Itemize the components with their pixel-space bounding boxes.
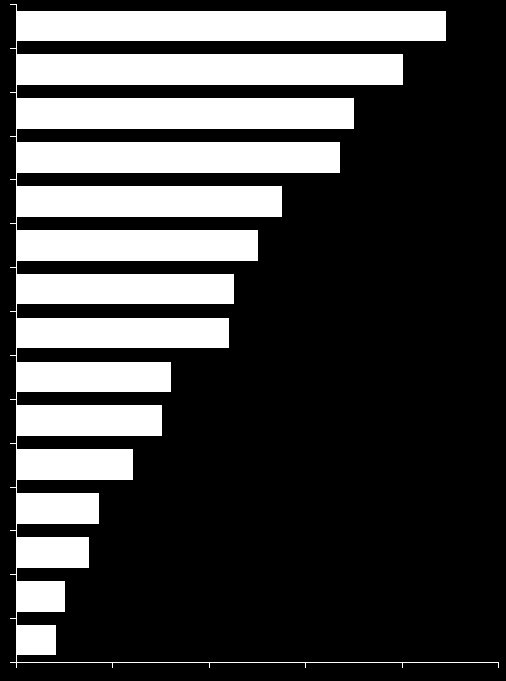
chart-root xyxy=(0,0,506,681)
bar xyxy=(17,230,258,261)
y-tick xyxy=(10,311,16,312)
y-tick xyxy=(10,92,16,93)
bar xyxy=(17,537,89,568)
bar xyxy=(17,362,171,393)
y-tick xyxy=(10,223,16,224)
y-tick xyxy=(10,355,16,356)
y-tick xyxy=(10,662,16,663)
bar xyxy=(17,186,282,217)
y-tick xyxy=(10,530,16,531)
y-tick xyxy=(10,179,16,180)
x-tick xyxy=(112,662,113,668)
bar xyxy=(17,493,99,524)
bar xyxy=(17,98,354,129)
x-axis-line xyxy=(16,662,498,663)
x-tick xyxy=(402,662,403,668)
bar xyxy=(17,405,162,436)
y-tick xyxy=(10,267,16,268)
bar xyxy=(17,54,403,85)
bar xyxy=(17,318,229,349)
y-tick xyxy=(10,487,16,488)
x-tick xyxy=(498,662,499,668)
y-tick xyxy=(10,136,16,137)
y-tick xyxy=(10,618,16,619)
y-tick xyxy=(10,399,16,400)
y-tick xyxy=(10,4,16,5)
x-tick xyxy=(16,662,17,668)
x-tick xyxy=(305,662,306,668)
bar xyxy=(17,142,340,173)
y-tick xyxy=(10,48,16,49)
y-tick xyxy=(10,443,16,444)
y-tick xyxy=(10,574,16,575)
bar xyxy=(17,449,133,480)
x-tick xyxy=(209,662,210,668)
bar xyxy=(17,625,56,656)
bar xyxy=(17,274,234,305)
bar xyxy=(17,581,65,612)
bar xyxy=(17,11,446,42)
